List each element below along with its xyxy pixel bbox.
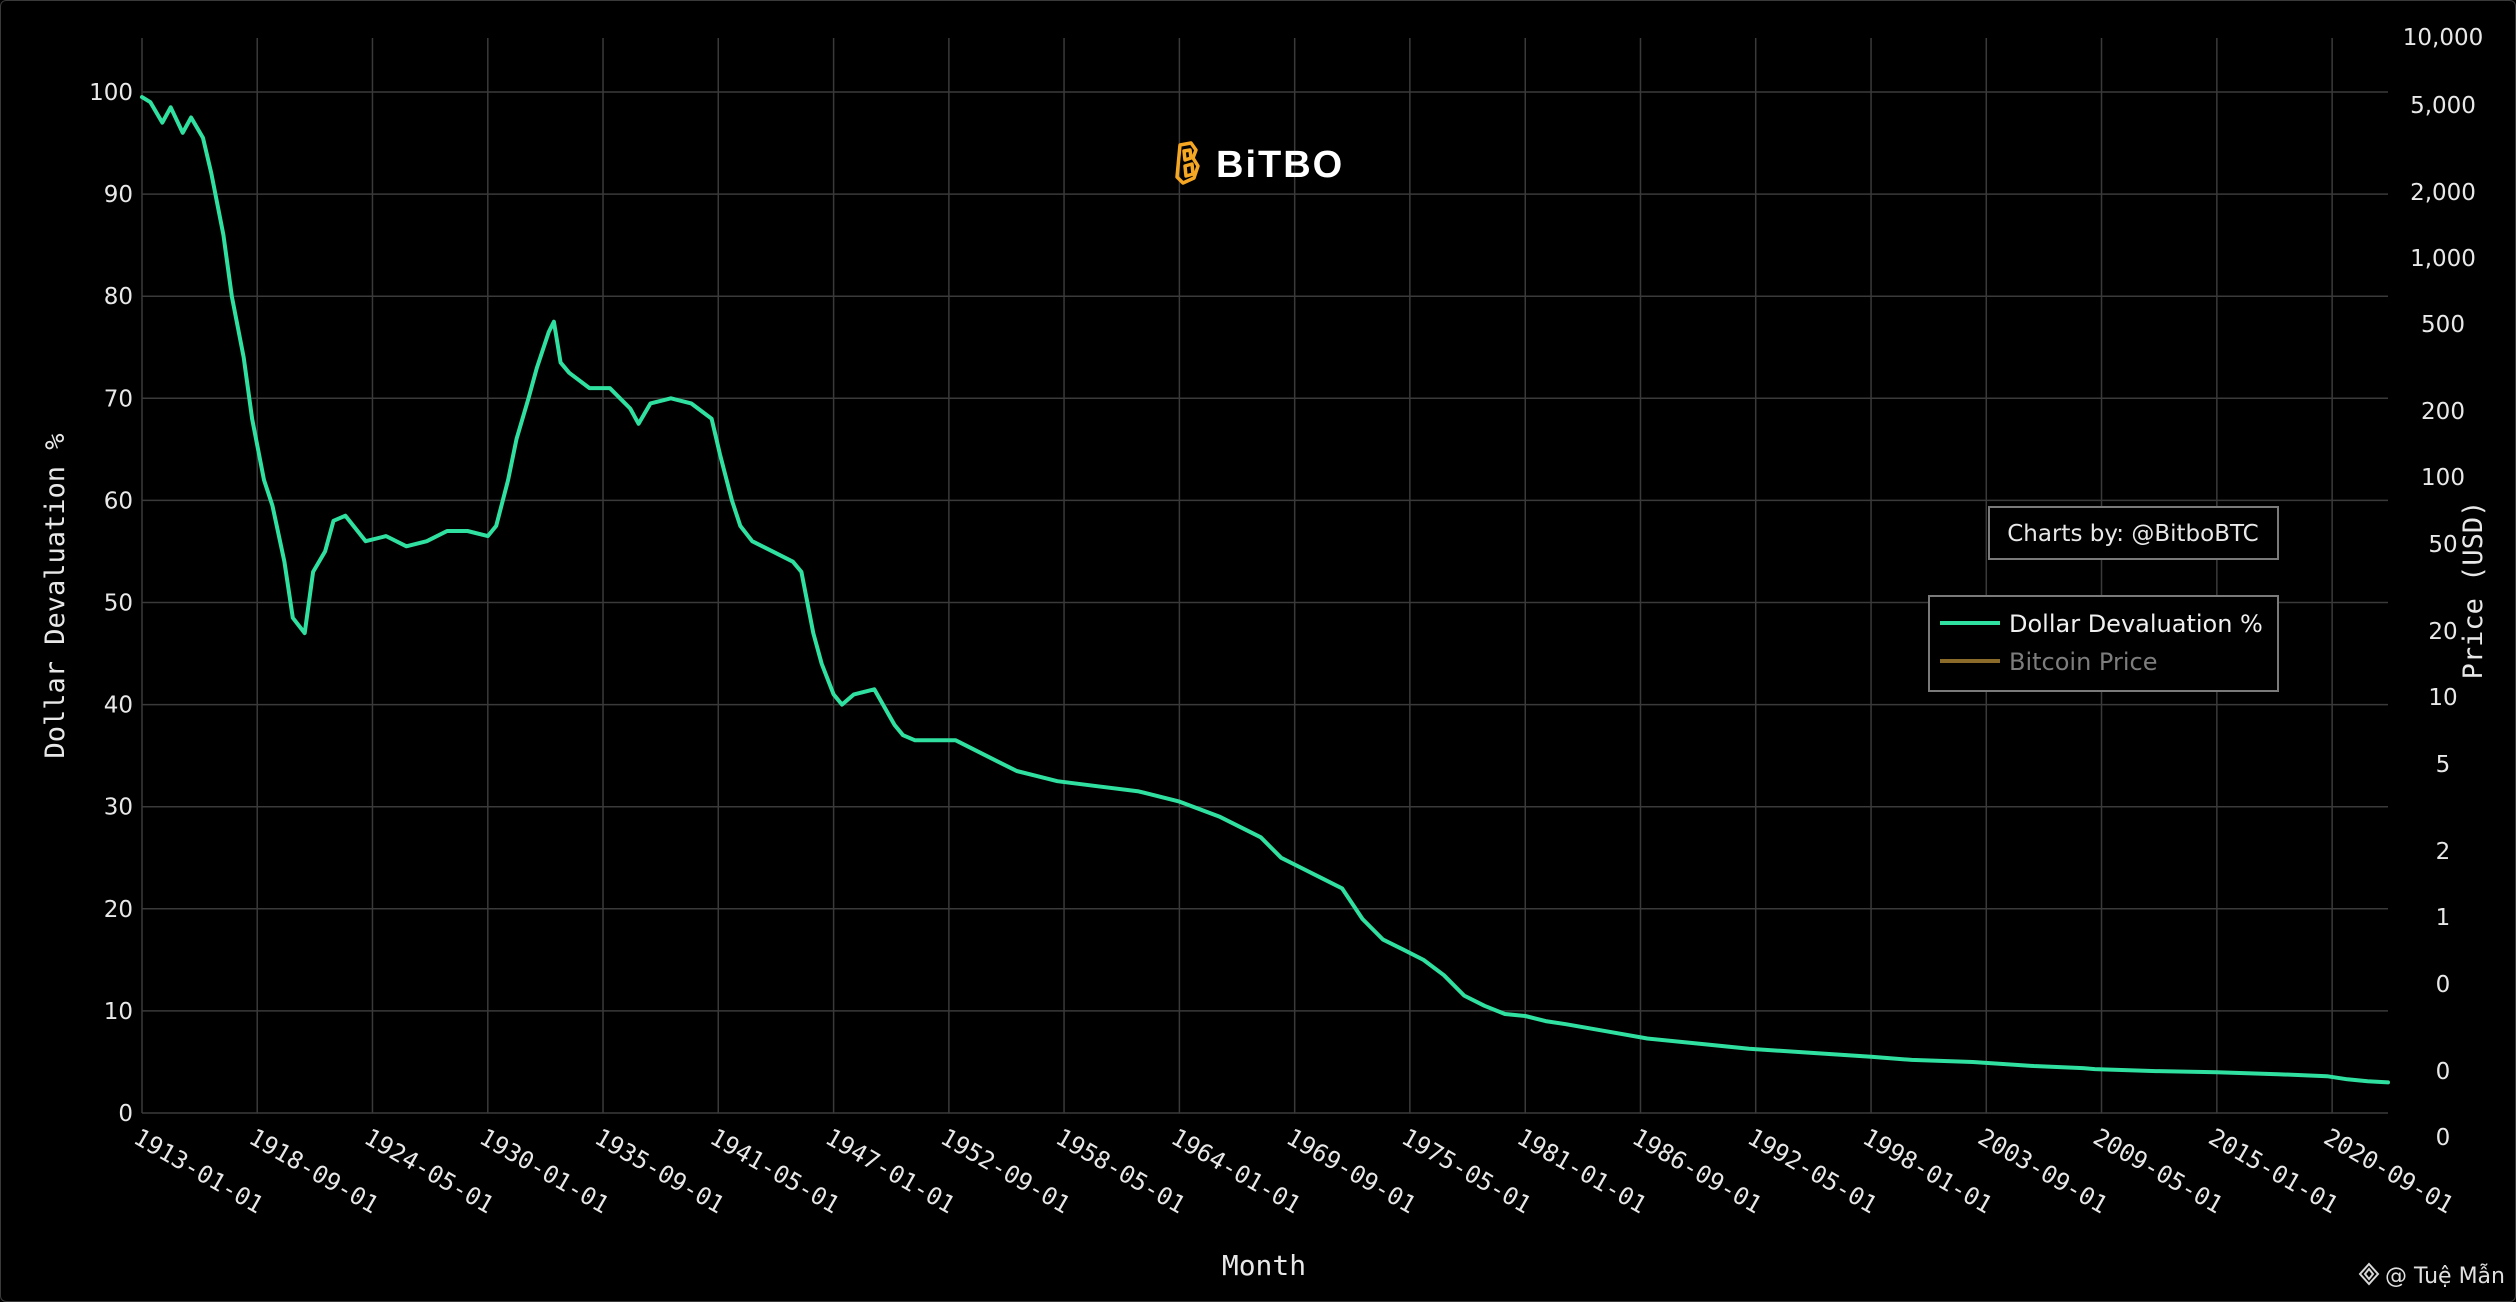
credit-box: Charts by: @BitboBTC — [1988, 506, 2279, 560]
y-tick-label: 50 — [104, 591, 133, 617]
x-tick-label: 1969-09-01 — [1282, 1123, 1421, 1219]
credit-box-border — [1988, 506, 2279, 560]
y2-tick-label: 10,000 — [2403, 25, 2483, 51]
y2-tick-label: 50 — [2428, 532, 2457, 558]
bitbo-logo: BiTBO — [1175, 141, 1344, 186]
legend-label-bitcoin-price: Bitcoin Price — [2009, 648, 2157, 676]
y2-axis-ticks: 10,0005,0002,0001,0005002001005020105210… — [2403, 25, 2483, 1151]
y2-tick-label: 200 — [2421, 399, 2465, 425]
y2-tick-label: 0 — [2436, 1125, 2451, 1151]
credit-box-text: Charts by: @BitboBTC — [2007, 521, 2259, 547]
watermark-diamond-icon — [2358, 1262, 2380, 1286]
legend-item-bitcoin-price[interactable]: Bitcoin Price — [1940, 648, 2157, 676]
x-tick-label: 1975-05-01 — [1397, 1123, 1536, 1219]
y-tick-label: 20 — [104, 897, 133, 923]
x-tick-label: 1958-05-01 — [1051, 1123, 1190, 1219]
legend-item-dollar-devaluation[interactable]: Dollar Devaluation % — [1940, 610, 2263, 638]
x-tick-label: 2009-05-01 — [2089, 1123, 2228, 1219]
x-tick-label: 1981-01-01 — [1512, 1123, 1651, 1219]
y2-tick-label: 5 — [2436, 752, 2451, 778]
y-tick-label: 0 — [118, 1101, 133, 1127]
y-axis-ticks: 0 10 20 30 40 50 60 70 80 90 100 — [89, 80, 133, 1127]
bitbo-logo-icon — [1175, 141, 1200, 185]
y2-tick-label: 2 — [2436, 839, 2451, 865]
y2-tick-label: 1,000 — [2410, 246, 2476, 272]
legend-label-dollar-devaluation: Dollar Devaluation % — [2009, 610, 2263, 638]
legend[interactable]: Dollar Devaluation % Bitcoin Price — [1928, 595, 2279, 692]
y2-tick-label: 20 — [2428, 619, 2457, 645]
x-tick-label: 1941-05-01 — [705, 1123, 844, 1219]
x-tick-label: 1924-05-01 — [359, 1123, 498, 1219]
bitbo-logo-text: BiTBO — [1216, 144, 1344, 186]
legend-border — [1928, 595, 2279, 692]
y2-tick-label: 100 — [2421, 465, 2465, 491]
y2-tick-label: 0 — [2436, 1059, 2451, 1085]
y-tick-label: 80 — [104, 284, 133, 310]
x-tick-label: 1935-09-01 — [590, 1123, 729, 1219]
watermark-text: @ Tuệ Mẫn — [2385, 1263, 2505, 1289]
grid — [141, 38, 2388, 1114]
x-tick-label: 1986-09-01 — [1627, 1123, 1766, 1219]
y-tick-label: 60 — [104, 488, 133, 514]
x-tick-label: 1930-01-01 — [475, 1123, 614, 1219]
x-tick-label: 2015-01-01 — [2204, 1123, 2343, 1219]
series-layer — [140, 95, 2390, 1085]
y2-tick-label: 2,000 — [2410, 180, 2476, 206]
x-tick-label: 1992-05-01 — [1743, 1123, 1882, 1219]
y-tick-label: 100 — [89, 80, 133, 106]
watermark: @ Tuệ Mẫn — [2358, 1262, 2505, 1289]
y2-tick-label: 10 — [2428, 685, 2457, 711]
y-tick-label: 30 — [104, 795, 133, 821]
x-axis-title: Month — [1222, 1249, 1306, 1282]
x-tick-label: 1918-09-01 — [244, 1123, 383, 1219]
x-tick-label: 1952-09-01 — [936, 1123, 1075, 1219]
y2-axis-title: Price (USD) — [2458, 501, 2489, 680]
x-tick-label: 1913-01-01 — [129, 1123, 268, 1219]
x-axis-ticks: 1913-01-011918-09-011924-05-011930-01-01… — [129, 1123, 2458, 1219]
y2-tick-label: 0 — [2436, 972, 2451, 998]
x-tick-label: 1947-01-01 — [821, 1123, 960, 1219]
y2-tick-label: 500 — [2421, 312, 2465, 338]
y-tick-label: 90 — [104, 182, 133, 208]
y-tick-label: 10 — [104, 999, 133, 1025]
y-axis-title: Dollar Devaluation % — [40, 433, 71, 758]
y2-tick-label: 1 — [2436, 905, 2451, 931]
y-tick-label: 40 — [104, 693, 133, 719]
series-line-dollar-devaluation — [140, 95, 2390, 1085]
x-tick-label: 1998-01-01 — [1858, 1123, 1997, 1219]
y-tick-label: 70 — [104, 386, 133, 412]
x-tick-label: 2003-09-01 — [1973, 1123, 2112, 1219]
y2-tick-label: 5,000 — [2410, 93, 2476, 119]
x-tick-label: 1964-01-01 — [1166, 1123, 1305, 1219]
